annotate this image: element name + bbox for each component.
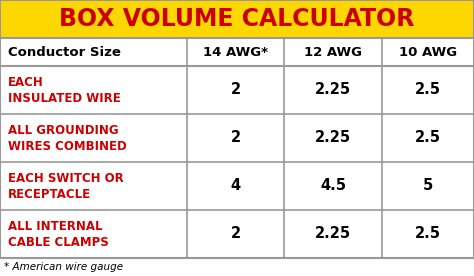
- Text: * American wire gauge: * American wire gauge: [4, 262, 123, 272]
- Text: 2.5: 2.5: [415, 227, 441, 242]
- Text: BOX VOLUME CALCULATOR: BOX VOLUME CALCULATOR: [59, 7, 415, 31]
- Text: 2: 2: [231, 131, 241, 145]
- Text: 2.25: 2.25: [315, 227, 351, 242]
- Text: 2.5: 2.5: [415, 83, 441, 97]
- Bar: [0, 0, 474, 38]
- Text: 2.5: 2.5: [415, 131, 441, 145]
- Text: 4: 4: [231, 179, 241, 193]
- Text: 5: 5: [423, 179, 433, 193]
- Text: 14 AWG*: 14 AWG*: [203, 46, 268, 59]
- Text: EACH
INSULATED WIRE: EACH INSULATED WIRE: [8, 76, 121, 105]
- Text: 12 AWG: 12 AWG: [304, 46, 362, 59]
- Text: ALL GROUNDING
WIRES COMBINED: ALL GROUNDING WIRES COMBINED: [8, 123, 127, 153]
- Text: Conductor Size: Conductor Size: [8, 46, 121, 59]
- Text: 10 AWG: 10 AWG: [399, 46, 457, 59]
- Text: 4.5: 4.5: [320, 179, 346, 193]
- Text: EACH SWITCH OR
RECEPTACLE: EACH SWITCH OR RECEPTACLE: [8, 171, 124, 200]
- Text: 2.25: 2.25: [315, 131, 351, 145]
- Text: ALL INTERNAL
CABLE CLAMPS: ALL INTERNAL CABLE CLAMPS: [8, 219, 109, 248]
- Text: 2.25: 2.25: [315, 83, 351, 97]
- Text: 2: 2: [231, 83, 241, 97]
- Text: 2: 2: [231, 227, 241, 242]
